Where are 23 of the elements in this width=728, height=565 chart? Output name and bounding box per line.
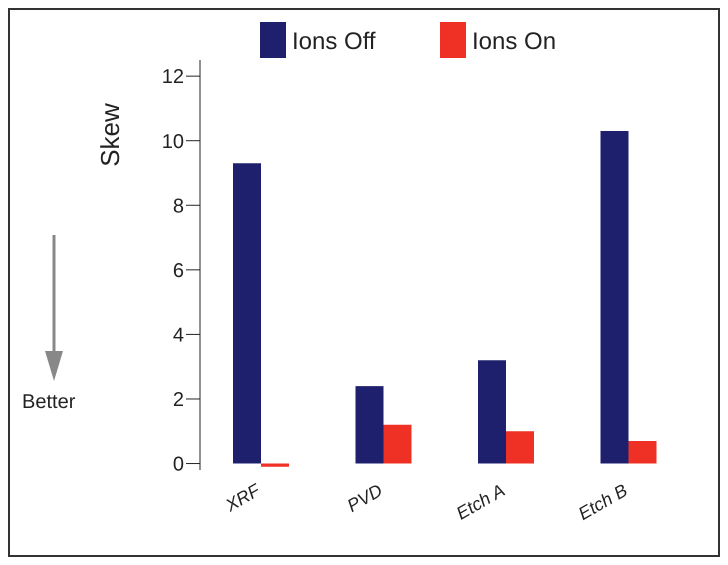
y-tick-label: 0: [172, 454, 184, 476]
bar: [384, 424, 412, 464]
bar: [233, 163, 261, 464]
y-tick-label: 4: [172, 324, 184, 347]
bar: [600, 131, 628, 464]
y-tick-label: 8: [172, 195, 184, 218]
x-tick-label: PVD: [344, 480, 386, 516]
bar: [478, 360, 506, 464]
bar: [356, 386, 384, 464]
legend-label: Ions On: [472, 28, 556, 55]
y-tick-label: 2: [172, 389, 184, 412]
x-tick-label: XRF: [221, 480, 264, 516]
x-tick-label: Etch B: [574, 480, 631, 524]
y-tick-label: 12: [162, 66, 184, 88]
y-tick-label: 6: [172, 260, 184, 282]
text: Better: [22, 391, 76, 414]
y-axis-title: Skew: [95, 102, 126, 167]
x-tick-label: Etch A: [452, 480, 508, 524]
y-tick-label: 10: [162, 130, 184, 153]
bar: [261, 464, 289, 467]
bar: [506, 431, 534, 464]
legend-label: Ions Off: [292, 28, 376, 55]
bar: [628, 440, 656, 464]
